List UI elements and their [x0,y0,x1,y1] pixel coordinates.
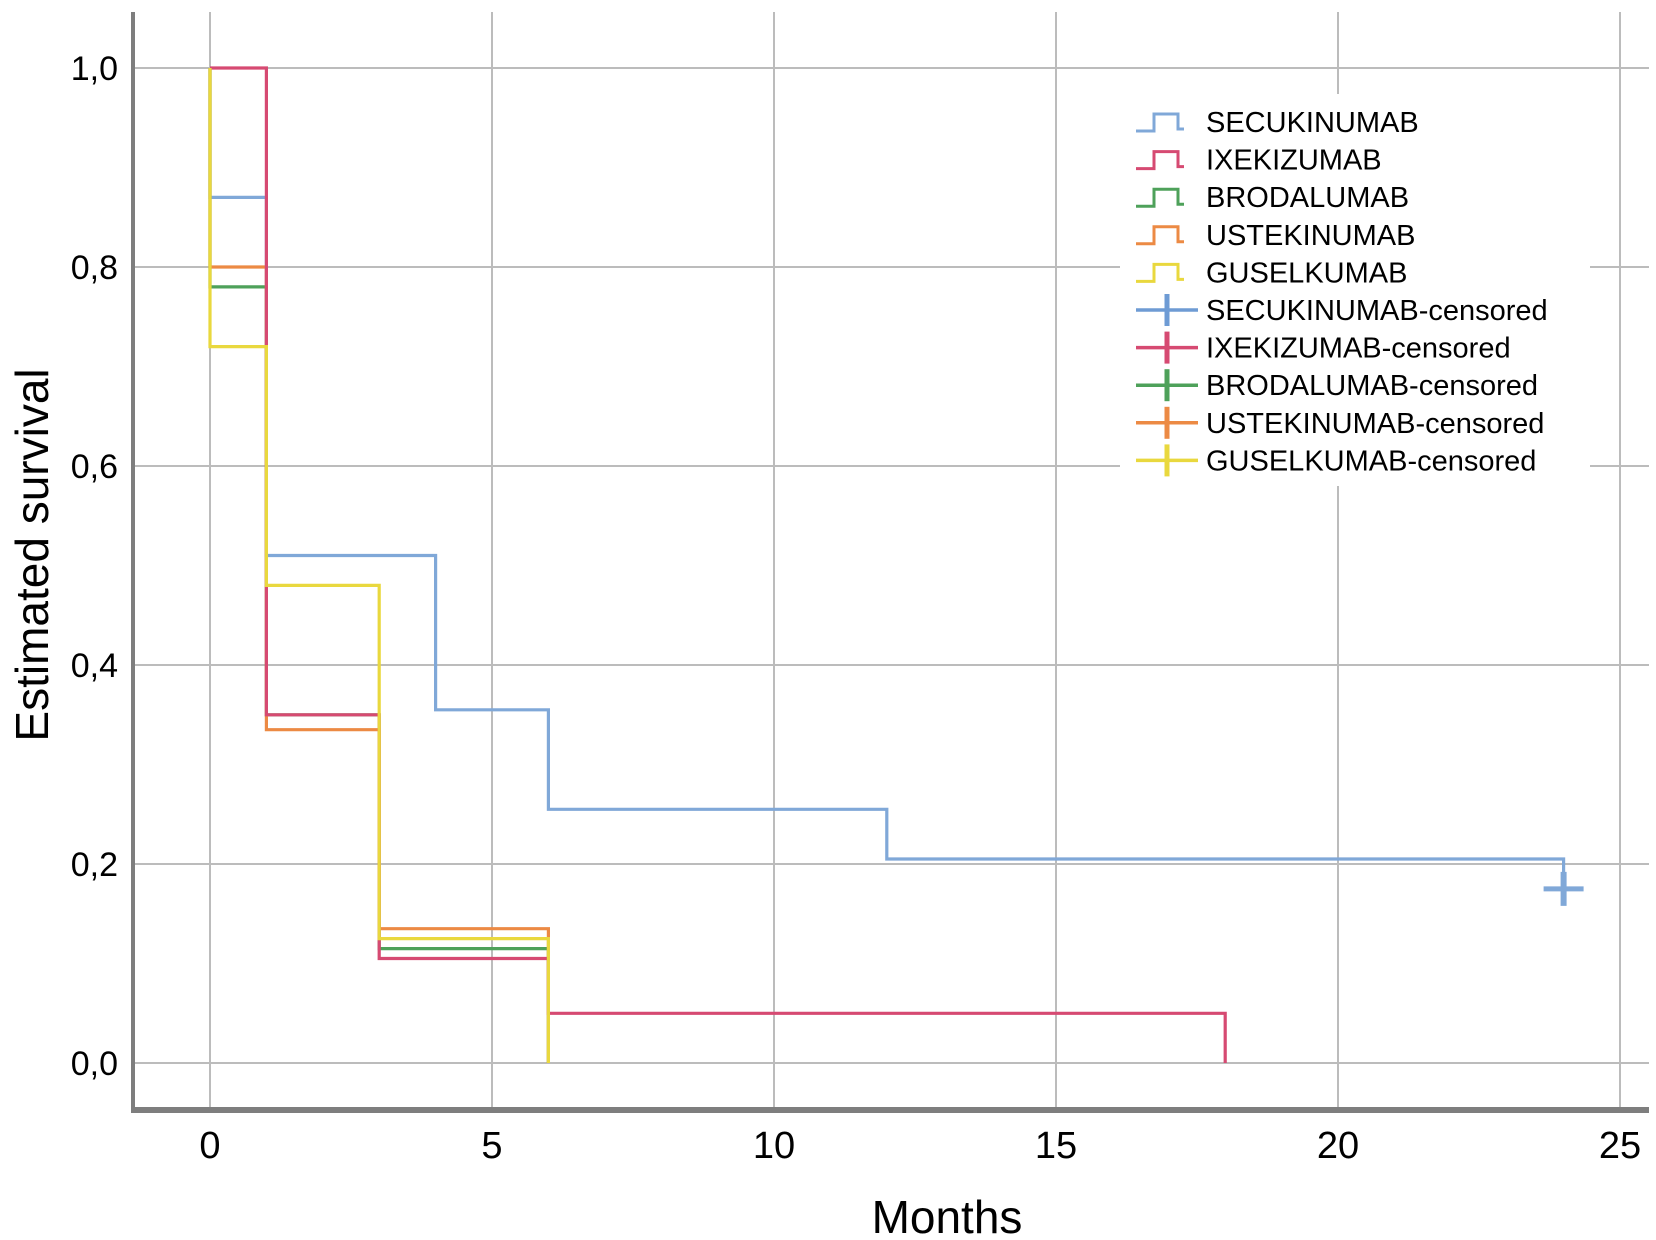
legend-label: USTEKINUMAB-censored [1206,408,1544,440]
legend-step-swatch [1136,262,1184,283]
survival-curve-secukinumab [208,68,1566,889]
y-tick-label: 0,0 [71,1045,118,1083]
survival-curve-ustekinumab [208,68,550,1063]
legend-background [1120,94,1590,486]
y-axis-title: Estimated survival [6,368,58,742]
legend: SECUKINUMAB IXEKIZUMAB BRODALUMAB USTEKINUM… [1120,94,1590,486]
legend-label: SECUKINUMAB-censored [1206,295,1548,327]
legend-label: USTEKINUMAB [1206,220,1415,252]
legend-label: IXEKIZUMAB [1206,145,1382,177]
survival-curves [208,66,1566,1063]
y-tick-label: 0,6 [71,448,118,486]
legend-label: IXEKIZUMAB-censored [1206,333,1511,365]
legend-step-swatch [1136,225,1184,246]
legend-label: BRODALUMAB-censored [1206,370,1538,402]
censored-markers [1543,871,1584,906]
x-tick-label: 5 [481,1125,502,1167]
y-tick-label: 1,0 [71,50,118,88]
x-tick-label: 25 [1599,1125,1641,1167]
legend-label: GUSELKUMAB-censored [1206,445,1536,477]
y-tick-label: 0,4 [71,647,118,685]
legend-step-swatch [1136,187,1184,208]
y-tick-label: 0,2 [71,846,118,884]
legend-label: BRODALUMAB [1206,182,1409,214]
legend-label: GUSELKUMAB [1206,257,1407,289]
survival-curve-guselkumab [208,68,550,1063]
legend-label: SECUKINUMAB [1206,107,1419,139]
x-tick-label: 15 [1035,1125,1077,1167]
y-tick-label: 0,8 [71,249,118,287]
x-tick-label: 0 [199,1125,220,1167]
survival-curve-ixekizumab [210,66,1227,1063]
tick-labels: 0,0 0,2 0,4 0,6 0,8 1,0 0 5 10 15 20 25 [71,50,1641,1167]
x-tick-label: 10 [753,1125,795,1167]
axis-lines [131,12,1649,1113]
x-tick-label: 20 [1317,1125,1359,1167]
x-axis-title: Months [871,1191,1023,1240]
legend-step-swatch [1136,150,1184,171]
legend-step-swatch [1136,112,1184,133]
